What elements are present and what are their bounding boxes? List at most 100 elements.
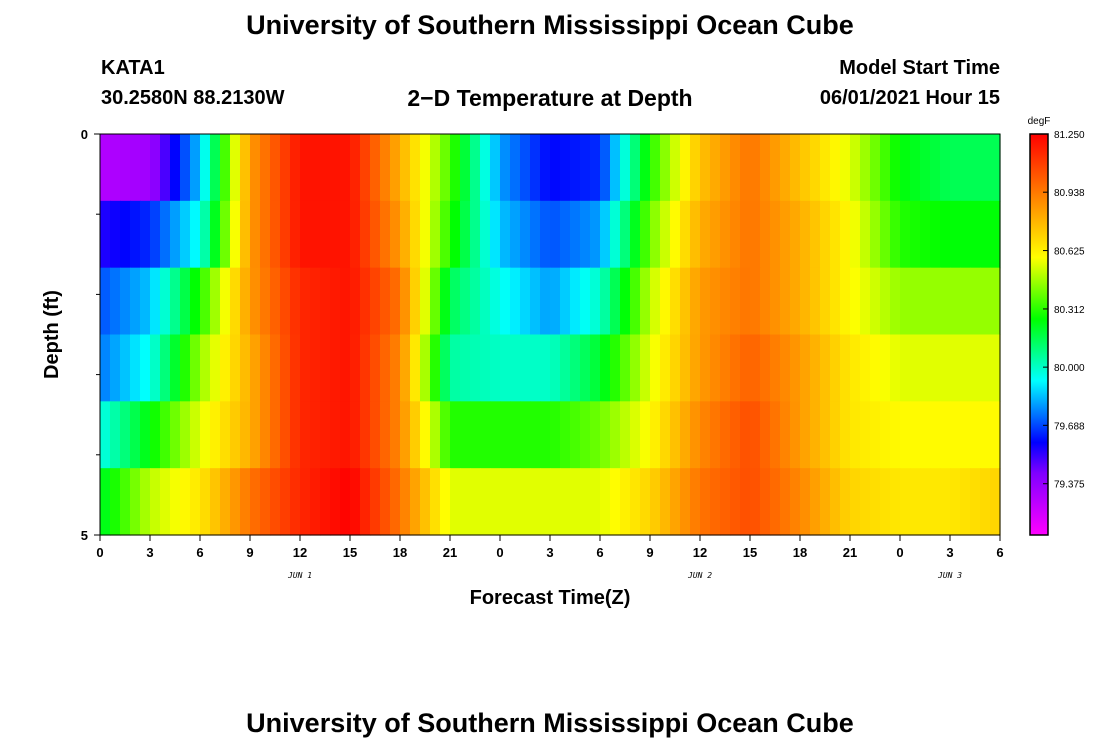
heatmap-cell <box>580 200 591 269</box>
heatmap-cell <box>940 334 951 402</box>
heatmap-cell <box>370 401 381 469</box>
heatmap-cell <box>700 267 711 336</box>
heatmap-cell <box>320 134 331 202</box>
heatmap-cell <box>170 267 181 336</box>
heatmap-cell <box>240 200 251 269</box>
heatmap-cell <box>370 200 381 269</box>
heatmap-cell <box>710 334 721 402</box>
colorbar-tick-label: 79.688 <box>1054 421 1085 432</box>
heatmap-cell <box>620 401 631 469</box>
heatmap-cell <box>510 200 521 269</box>
heatmap-cell <box>220 468 231 536</box>
heatmap-cell <box>560 468 571 536</box>
heatmap-cell <box>720 401 731 469</box>
colorbar-tick-label: 80.312 <box>1054 305 1085 316</box>
footer-title: University of Southern Mississippi Ocean… <box>246 708 854 738</box>
heatmap-cell <box>290 134 301 202</box>
heatmap-cell <box>810 468 821 536</box>
heatmap-cell <box>890 267 901 336</box>
heatmap-cell <box>310 200 321 269</box>
heatmap-cell <box>500 134 511 202</box>
heatmap-cell <box>670 267 681 336</box>
chart-subtitle: 2−D Temperature at Depth <box>407 85 693 111</box>
heatmap-cell <box>780 267 791 336</box>
heatmap-cell <box>490 134 501 202</box>
heatmap-cell <box>990 134 1001 202</box>
heatmap-cell <box>110 200 121 269</box>
heatmap-cell <box>420 401 431 469</box>
heatmap-cell <box>310 267 321 336</box>
heatmap-cells <box>100 134 1001 536</box>
heatmap-cell <box>490 468 501 536</box>
heatmap-cell <box>870 468 881 536</box>
heatmap-cell <box>280 134 291 202</box>
heatmap-cell <box>870 134 881 202</box>
heatmap-cell <box>770 334 781 402</box>
heatmap-cell <box>820 267 831 336</box>
heatmap-cell <box>340 401 351 469</box>
heatmap-cell <box>580 267 591 336</box>
heatmap-cell <box>470 267 481 336</box>
heatmap-cell <box>520 468 531 536</box>
heatmap-cell <box>250 134 261 202</box>
x-tick-label: 12 <box>693 545 707 560</box>
heatmap-cell <box>540 267 551 336</box>
heatmap-cell <box>650 200 661 269</box>
heatmap-cell <box>210 200 221 269</box>
heatmap-cell <box>290 468 301 536</box>
heatmap-cell <box>680 200 691 269</box>
heatmap-cell <box>590 401 601 469</box>
heatmap-cell <box>740 468 751 536</box>
heatmap-cell <box>160 468 171 536</box>
heatmap-cell <box>190 401 201 469</box>
heatmap-cell <box>840 468 851 536</box>
heatmap-cell <box>790 468 801 536</box>
colorbar-unit: degF <box>1028 116 1051 127</box>
heatmap-cell <box>130 468 141 536</box>
heatmap-cell <box>400 334 411 402</box>
heatmap-cell <box>430 334 441 402</box>
heatmap-cell <box>250 468 261 536</box>
heatmap-cell <box>350 267 361 336</box>
heatmap-cell <box>770 134 781 202</box>
heatmap-cell <box>920 468 931 536</box>
heatmap-cell <box>490 334 501 402</box>
heatmap-cell <box>390 468 401 536</box>
heatmap-cell <box>290 334 301 402</box>
heatmap-cell <box>100 401 111 469</box>
heatmap-cell <box>440 401 451 469</box>
heatmap-cell <box>600 401 611 469</box>
heatmap-cell <box>130 134 141 202</box>
heatmap-cell <box>400 267 411 336</box>
heatmap-cell <box>190 468 201 536</box>
heatmap-cell <box>470 468 481 536</box>
heatmap-cell <box>680 267 691 336</box>
heatmap-cell <box>470 134 481 202</box>
heatmap-cell <box>200 200 211 269</box>
heatmap-cell <box>120 334 131 402</box>
heatmap-cell <box>170 200 181 269</box>
heatmap-cell <box>500 200 511 269</box>
heatmap-cell <box>250 200 261 269</box>
heatmap-cell <box>200 267 211 336</box>
heatmap-cell <box>730 401 741 469</box>
heatmap-cell <box>120 401 131 469</box>
heatmap-cell <box>570 401 581 469</box>
heatmap-cell <box>770 200 781 269</box>
heatmap-cell <box>680 134 691 202</box>
model-start-label: Model Start Time <box>839 57 1000 79</box>
heatmap-cell <box>640 334 651 402</box>
heatmap-cell <box>380 334 391 402</box>
heatmap-cell <box>260 267 271 336</box>
heatmap-cell <box>240 267 251 336</box>
heatmap-cell <box>730 334 741 402</box>
heatmap-cell <box>830 468 841 536</box>
heatmap-cell <box>260 401 271 469</box>
heatmap-cell <box>910 267 921 336</box>
x-tick-label: 0 <box>496 545 503 560</box>
heatmap-cell <box>370 468 381 536</box>
heatmap-cell <box>140 134 151 202</box>
x-tick-label: 9 <box>246 545 253 560</box>
heatmap-cell <box>790 200 801 269</box>
heatmap-cell <box>910 200 921 269</box>
